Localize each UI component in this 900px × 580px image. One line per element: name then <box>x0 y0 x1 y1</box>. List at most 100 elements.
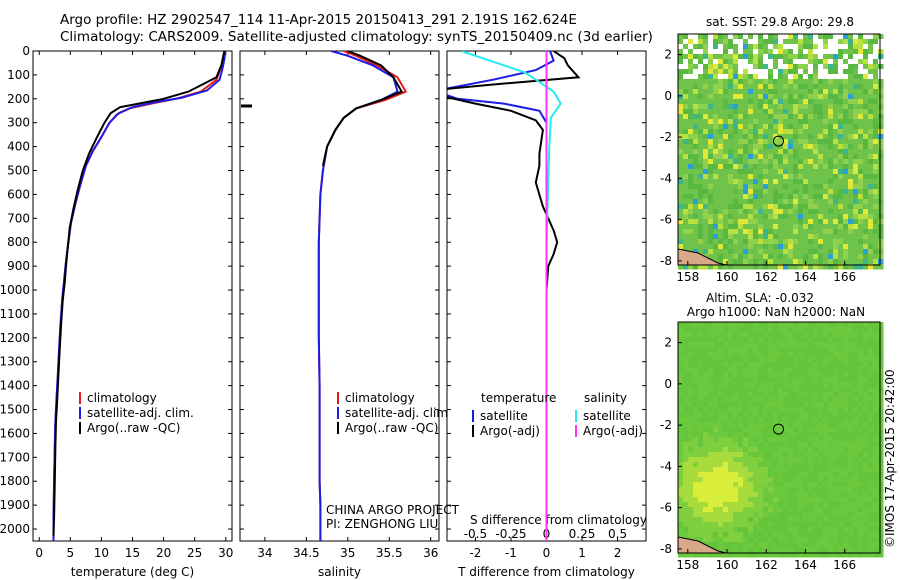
map-cell <box>773 462 779 468</box>
map-cell <box>808 99 814 105</box>
map-cell <box>678 209 684 215</box>
map-cell <box>863 129 869 135</box>
map-cell <box>733 367 739 373</box>
sla_map-xtick-label: 166 <box>833 558 856 572</box>
map-cell <box>873 377 879 383</box>
map-cell <box>788 402 794 408</box>
map-cell <box>683 154 689 160</box>
map-cell <box>713 234 719 240</box>
map-cell <box>768 244 774 250</box>
map-cell <box>703 74 709 80</box>
map-cell <box>858 427 864 433</box>
map-cell <box>708 204 714 210</box>
map-cell <box>698 244 704 250</box>
map-cell <box>753 229 759 235</box>
map-cell <box>683 209 689 215</box>
map-cell <box>698 104 704 110</box>
map-cell <box>758 332 764 338</box>
map-cell <box>823 457 829 463</box>
map-cell <box>763 194 769 200</box>
map-cell <box>698 482 704 488</box>
map-cell <box>858 352 864 358</box>
map-cell <box>833 134 839 140</box>
map-cell <box>853 342 859 348</box>
map-cell <box>768 527 774 533</box>
map-cell <box>738 497 744 503</box>
map-cell <box>848 109 854 115</box>
map-cell <box>783 407 789 413</box>
map-cell <box>778 189 784 195</box>
map-cell <box>853 179 859 185</box>
map-cell <box>733 517 739 523</box>
map-cell <box>758 547 764 553</box>
map-cell <box>798 74 804 80</box>
map-cell <box>733 174 739 180</box>
map-cell <box>873 322 879 328</box>
map-cell <box>778 382 784 388</box>
map-cell <box>863 234 869 240</box>
map-cell <box>693 134 699 140</box>
map-cell <box>833 204 839 210</box>
map-cell <box>728 69 734 75</box>
map-cell <box>683 69 689 75</box>
map-cell <box>828 204 834 210</box>
map-cell <box>713 442 719 448</box>
map-cell <box>758 402 764 408</box>
map-cell <box>798 542 804 548</box>
map-cell <box>838 69 844 75</box>
map-cell <box>738 322 744 328</box>
map-cell <box>818 184 824 190</box>
map-cell <box>753 54 759 60</box>
map-cell <box>733 99 739 105</box>
salinity-series-2 <box>321 51 404 166</box>
map-cell <box>823 552 829 558</box>
map-cell <box>823 542 829 548</box>
map-cell <box>768 537 774 543</box>
map-cell <box>728 119 734 125</box>
map-cell <box>753 69 759 75</box>
map-cell <box>858 542 864 548</box>
map-cell <box>723 412 729 418</box>
map-cell <box>803 134 809 140</box>
map-cell <box>793 427 799 433</box>
map-cell <box>803 189 809 195</box>
map-cell <box>828 59 834 65</box>
map-cell <box>828 352 834 358</box>
map-cell <box>808 244 814 250</box>
map-cell <box>868 54 874 60</box>
map-cell <box>778 119 784 125</box>
map-cell <box>688 49 694 55</box>
map-cell <box>813 199 819 205</box>
map-cell <box>838 337 844 343</box>
map-cell <box>723 537 729 543</box>
map-cell <box>818 412 824 418</box>
map-cell <box>743 412 749 418</box>
map-cell <box>758 134 764 140</box>
map-cell <box>678 327 684 333</box>
map-cell <box>678 452 684 458</box>
map-cell <box>778 392 784 398</box>
map-cell <box>728 239 734 245</box>
map-cell <box>773 129 779 135</box>
map-cell <box>798 472 804 478</box>
map-cell <box>783 552 789 558</box>
map-cell <box>723 437 729 443</box>
map-cell <box>873 194 879 200</box>
map-cell <box>743 219 749 225</box>
map-cell <box>743 224 749 230</box>
map-cell <box>683 264 689 270</box>
map-cell <box>713 119 719 125</box>
map-cell <box>753 452 759 458</box>
map-cell <box>688 337 694 343</box>
map-cell <box>863 259 869 265</box>
map-cell <box>818 457 824 463</box>
map-cell <box>783 427 789 433</box>
map-cell <box>838 164 844 170</box>
map-cell <box>688 377 694 383</box>
map-cell <box>828 362 834 368</box>
map-cell <box>688 552 694 558</box>
map-cell <box>808 39 814 45</box>
map-cell <box>808 169 814 175</box>
map-cell <box>708 219 714 225</box>
map-cell <box>848 49 854 55</box>
